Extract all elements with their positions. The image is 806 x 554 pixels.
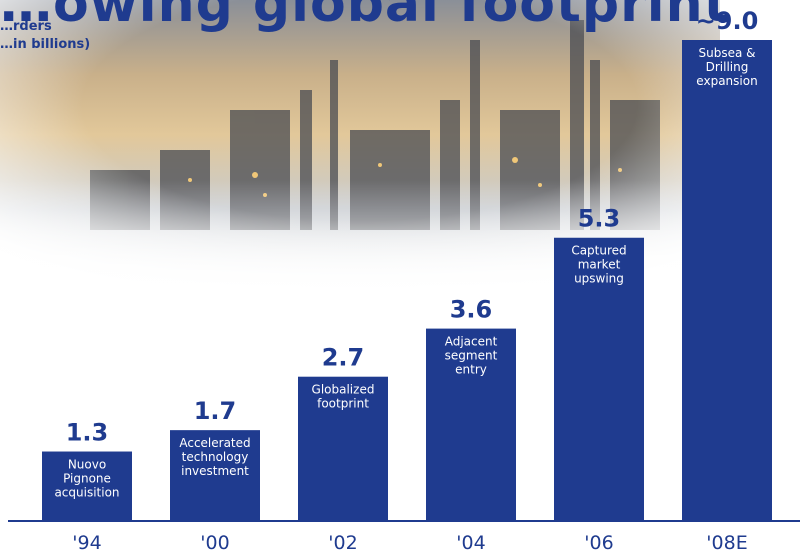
bar-annotation-0-line-2: acquisition bbox=[54, 486, 119, 500]
bar-annotation-3-line-2: entry bbox=[455, 363, 487, 377]
bar-annotation-5-line-2: expansion bbox=[696, 74, 757, 88]
bar-annotation-0-line-0: Nuovo bbox=[68, 458, 106, 472]
bar-annotation-4-line-2: upswing bbox=[574, 272, 624, 286]
bar-4 bbox=[554, 237, 644, 521]
bar-annotation-3-line-0: Adjacent bbox=[445, 335, 498, 349]
bar-annotation-1-line-1: technology bbox=[182, 450, 249, 464]
bar-1 bbox=[170, 430, 260, 521]
bar-annotation-5-line-0: Subsea & bbox=[699, 46, 756, 60]
x-tick-label-0: '94 bbox=[72, 532, 101, 554]
x-tick-label-2: '02 bbox=[328, 532, 357, 554]
bar-value-label-0: 1.3 bbox=[66, 419, 109, 447]
x-tick-label-3: '04 bbox=[456, 532, 485, 554]
bar-annotation-3-line-1: segment bbox=[445, 349, 498, 363]
bar-value-label-1: 1.7 bbox=[194, 397, 237, 425]
bar-annotation-2-line-1: footprint bbox=[317, 397, 369, 411]
chart-subtitle: …rders …in billions) bbox=[0, 18, 130, 54]
bar-0 bbox=[42, 451, 132, 521]
page-title: …owing global footprint bbox=[0, 0, 730, 34]
bar-annotation-4-line-0: Captured bbox=[571, 244, 626, 258]
bar-annotation-0-line-1: Pignone bbox=[63, 472, 111, 486]
x-tick-label-5: '08E bbox=[706, 532, 747, 554]
bar-value-label-5: ~9.0 bbox=[696, 7, 759, 35]
bar-annotation-4-line-1: market bbox=[578, 258, 621, 272]
bar-3 bbox=[426, 328, 516, 521]
bar-value-label-3: 3.6 bbox=[450, 296, 493, 324]
x-tick-label-4: '06 bbox=[584, 532, 613, 554]
bar-annotation-2-line-0: Globalized bbox=[312, 383, 375, 397]
bar-annotation-1-line-0: Accelerated bbox=[179, 436, 250, 450]
bar-annotation-1-line-2: investment bbox=[181, 464, 249, 478]
bar-value-label-2: 2.7 bbox=[322, 344, 365, 372]
bar-value-label-4: 5.3 bbox=[578, 205, 621, 233]
bar-5 bbox=[682, 40, 772, 521]
bar-annotation-5-line-1: Drilling bbox=[706, 60, 749, 74]
bar-2 bbox=[298, 376, 388, 521]
subtitle-line-1: …rders bbox=[0, 19, 52, 34]
subtitle-line-2: …in billions) bbox=[0, 37, 91, 52]
x-tick-label-1: '00 bbox=[200, 532, 229, 554]
